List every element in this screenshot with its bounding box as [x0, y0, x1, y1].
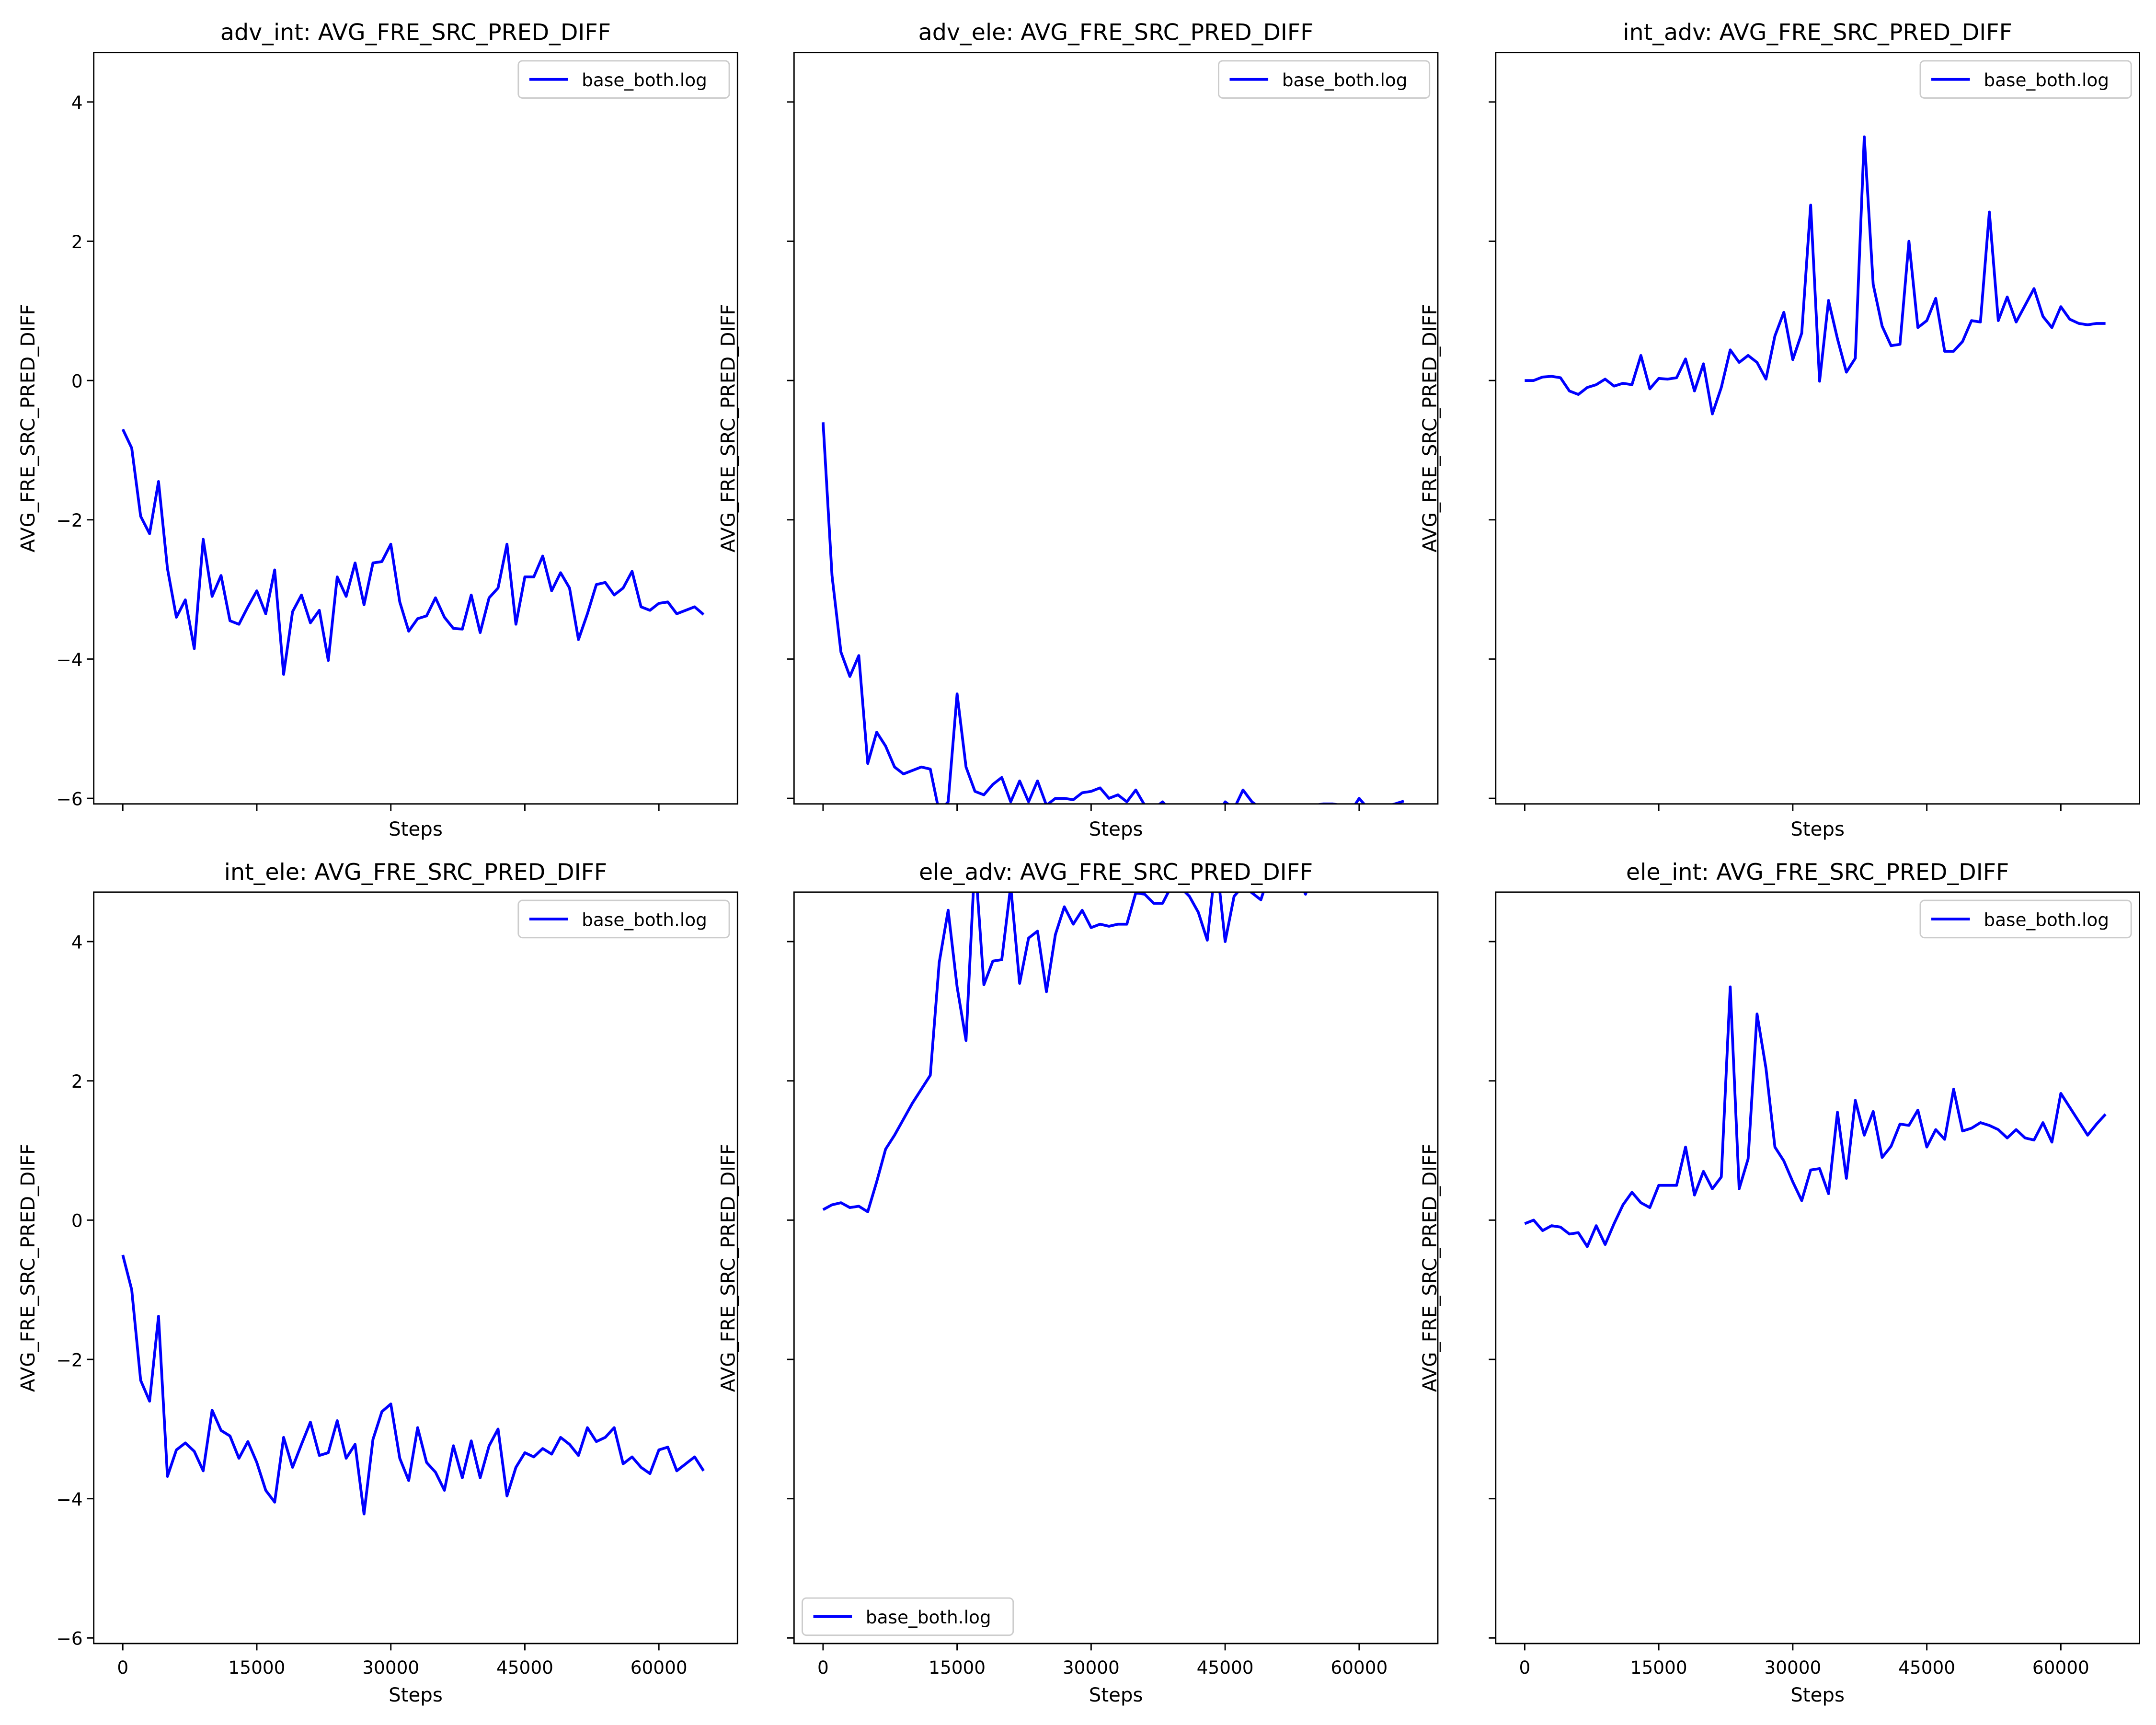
legend-label: base_both.log — [1984, 909, 2109, 930]
legend: base_both.log — [802, 1597, 1014, 1636]
y-tick-label: 0 — [71, 371, 83, 392]
axes-frame — [93, 52, 738, 805]
data-line — [822, 422, 1404, 804]
subplot: ele_adv: AVG_FRE_SRC_PRED_DIFF Steps AVG_F… — [718, 859, 1439, 1706]
legend: base_both.log — [1919, 899, 2132, 939]
x-tick-label: 15000 — [1630, 1657, 1687, 1678]
legend: base_both.log — [1919, 60, 2132, 99]
x-tick-label: 60000 — [2032, 1657, 2089, 1678]
subplot: int_ele: AVG_FRE_SRC_PRED_DIFF Steps AVG_F… — [17, 859, 738, 1706]
subplot-title: int_ele: AVG_FRE_SRC_PRED_DIFF — [224, 859, 607, 886]
axes-frame — [1495, 52, 2140, 805]
x-tick-label: 15000 — [929, 1657, 986, 1678]
y-tick-label: 2 — [71, 231, 83, 253]
subplot: adv_ele: AVG_FRE_SRC_PRED_DIFF Steps AVG_F… — [718, 20, 1439, 840]
subplot-title: adv_ele: AVG_FRE_SRC_PRED_DIFF — [918, 20, 1314, 46]
x-axis-label: Steps — [389, 818, 443, 840]
x-tick-label: 15000 — [229, 1657, 286, 1678]
y-tick-label: 4 — [71, 932, 83, 953]
subplot: ele_int: AVG_FRE_SRC_PRED_DIFF Steps AVG_F… — [1419, 859, 2140, 1706]
y-axis-label: AVG_FRE_SRC_PRED_DIFF — [718, 304, 740, 552]
axes-frame — [793, 52, 1439, 805]
data-line — [1524, 985, 2107, 1248]
x-tick-label: 30000 — [362, 1657, 419, 1678]
data-line — [121, 1254, 705, 1516]
legend-box — [1919, 899, 2132, 939]
legend-box — [517, 899, 730, 939]
legend-box — [1218, 60, 1431, 99]
legend-box — [802, 1597, 1014, 1636]
x-tick-label: 30000 — [1063, 1657, 1120, 1678]
subplot: adv_int: AVG_FRE_SRC_PRED_DIFF Steps AVG_F… — [17, 20, 738, 840]
data-line — [822, 892, 1308, 1213]
x-tick-label: 45000 — [496, 1657, 553, 1678]
legend: base_both.log — [517, 60, 730, 99]
x-axis-label: Steps — [1790, 818, 1845, 840]
x-axis-label: Steps — [1089, 818, 1143, 840]
y-axis-label: AVG_FRE_SRC_PRED_DIFF — [1419, 1144, 1441, 1392]
y-tick-label: 2 — [71, 1071, 83, 1092]
subplot-title: adv_int: AVG_FRE_SRC_PRED_DIFF — [220, 20, 611, 46]
axes-frame — [93, 891, 738, 1644]
axes-frame — [1495, 891, 2140, 1644]
legend-label: base_both.log — [582, 69, 707, 91]
legend: base_both.log — [1218, 60, 1431, 99]
legend-label: base_both.log — [1984, 69, 2109, 91]
y-tick-label: −6 — [57, 788, 83, 809]
y-tick-label: 4 — [71, 92, 83, 113]
axes-frame — [793, 891, 1439, 1644]
y-axis-label: AVG_FRE_SRC_PRED_DIFF — [718, 1144, 740, 1392]
subplot-title: ele_adv: AVG_FRE_SRC_PRED_DIFF — [919, 859, 1313, 886]
data-line — [1525, 135, 2106, 415]
y-axis-label: AVG_FRE_SRC_PRED_DIFF — [17, 304, 39, 552]
x-tick-label: 45000 — [1197, 1657, 1254, 1678]
y-axis-label: AVG_FRE_SRC_PRED_DIFF — [1419, 304, 1441, 552]
y-axis-label: AVG_FRE_SRC_PRED_DIFF — [17, 1144, 39, 1392]
x-axis-label: Steps — [1089, 1684, 1143, 1706]
y-tick-label: −6 — [57, 1628, 83, 1649]
x-tick-label: 60000 — [1330, 1657, 1388, 1678]
x-tick-label: 0 — [817, 1657, 829, 1678]
y-tick-label: −4 — [57, 649, 83, 670]
legend-box — [517, 60, 730, 99]
subplot-title: int_adv: AVG_FRE_SRC_PRED_DIFF — [1623, 20, 2012, 46]
legend-label: base_both.log — [582, 909, 707, 930]
y-tick-label: −4 — [57, 1489, 83, 1510]
x-tick-label: 0 — [117, 1657, 128, 1678]
data-line — [121, 428, 705, 676]
x-tick-label: 45000 — [1898, 1657, 1955, 1678]
y-tick-label: −2 — [57, 1349, 83, 1370]
x-axis-label: Steps — [389, 1684, 443, 1706]
y-tick-label: −2 — [57, 510, 83, 531]
x-tick-label: 30000 — [1764, 1657, 1821, 1678]
x-axis-label: Steps — [1790, 1684, 1845, 1706]
x-tick-label: 60000 — [631, 1657, 688, 1678]
subplot: int_adv: AVG_FRE_SRC_PRED_DIFF Steps AVG_F… — [1419, 20, 2140, 840]
legend-label: base_both.log — [1282, 69, 1408, 91]
y-tick-label: 0 — [71, 1210, 83, 1231]
subplot-title: ele_int: AVG_FRE_SRC_PRED_DIFF — [1626, 859, 2009, 886]
legend-label: base_both.log — [866, 1607, 991, 1628]
x-tick-label: 0 — [1519, 1657, 1531, 1678]
legend: base_both.log — [517, 899, 730, 939]
legend-box — [1919, 60, 2132, 99]
